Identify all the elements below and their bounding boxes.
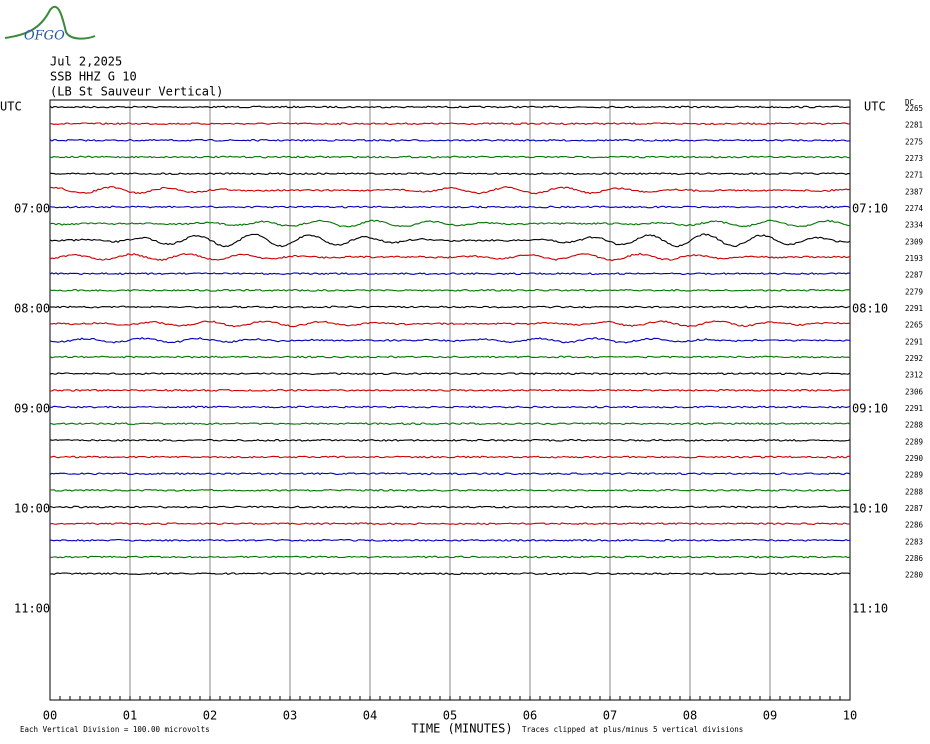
dc-value: 2290 <box>905 454 924 463</box>
station: SSB HHZ G 10 <box>50 70 137 84</box>
left-time: 07:00 <box>14 202 50 216</box>
x-tick-label: 06 <box>523 709 537 723</box>
trace <box>49 372 851 376</box>
left-label: UTC <box>0 100 22 114</box>
dc-value: 2287 <box>905 504 923 513</box>
trace <box>49 455 851 459</box>
trace <box>49 505 851 509</box>
clip-note: Traces clipped at plus/minus 5 vertical … <box>522 725 743 734</box>
dc-value: 2274 <box>905 204 924 213</box>
x-tick-label: 08 <box>683 709 697 723</box>
dc-value: 2288 <box>905 421 924 430</box>
dc-value: 2292 <box>905 354 923 363</box>
trace <box>49 320 850 328</box>
dc-value: 2265 <box>905 104 923 113</box>
x-tick-label: 04 <box>363 709 377 723</box>
dc-value: 2312 <box>905 371 923 380</box>
x-tick-label: 02 <box>203 709 217 723</box>
trace <box>49 205 851 209</box>
right-label: UTC <box>864 100 886 114</box>
trace <box>49 422 851 426</box>
left-time: 10:00 <box>14 502 50 516</box>
x-tick-label: 03 <box>283 709 297 723</box>
trace <box>49 172 851 176</box>
trace <box>49 233 851 248</box>
trace <box>50 555 851 559</box>
trace <box>49 405 851 409</box>
dc-value: 2289 <box>905 437 923 446</box>
dc-value: 2271 <box>905 171 923 180</box>
trace <box>49 288 851 292</box>
trace <box>49 388 851 392</box>
x-tick-label: 09 <box>763 709 777 723</box>
dc-value: 2309 <box>905 237 923 246</box>
dc-value: 2279 <box>905 287 923 296</box>
trace <box>49 252 851 262</box>
dc-value: 2289 <box>905 471 923 480</box>
dc-label: DC <box>905 98 914 107</box>
dc-value: 2283 <box>905 537 923 546</box>
trace <box>49 105 851 109</box>
dc-value: 2306 <box>905 387 924 396</box>
dc-value: 2334 <box>905 221 924 230</box>
trace <box>49 472 851 476</box>
left-time: 09:00 <box>14 402 50 416</box>
trace <box>49 155 851 159</box>
trace <box>49 219 851 228</box>
dc-value: 2291 <box>905 404 923 413</box>
date: Jul 2,2025 <box>50 55 122 69</box>
dc-value: 2281 <box>905 121 923 130</box>
right-time: 07:10 <box>852 202 888 216</box>
trace <box>49 138 851 142</box>
x-tick-label: 07 <box>603 709 617 723</box>
dc-value: 2286 <box>905 554 924 563</box>
trace <box>49 438 851 442</box>
dc-value: 2387 <box>905 187 923 196</box>
right-time: 08:10 <box>852 302 888 316</box>
right-time: 09:10 <box>852 402 888 416</box>
dc-value: 2288 <box>905 487 924 496</box>
dc-value: 2286 <box>905 521 924 530</box>
right-time: 10:10 <box>852 502 888 516</box>
logo: OFGO <box>24 29 65 44</box>
x-tick-label: 00 <box>43 709 57 723</box>
trace <box>49 522 851 526</box>
dc-value: 2291 <box>905 337 923 346</box>
trace <box>49 305 851 309</box>
trace <box>49 488 851 492</box>
logo-curve <box>4 5 96 40</box>
axis-title: TIME (MINUTES) <box>411 722 512 736</box>
trace <box>49 272 851 276</box>
x-tick-label: 05 <box>443 709 457 723</box>
location: (LB St Sauveur Vertical) <box>50 85 223 99</box>
trace <box>49 355 851 359</box>
dc-value: 2275 <box>905 137 923 146</box>
x-tick-label: 01 <box>123 709 137 723</box>
division-note: Each Vertical Division = 100.00 microvol… <box>20 725 210 734</box>
left-time: 08:00 <box>14 302 50 316</box>
trace <box>49 538 851 542</box>
dc-value: 2265 <box>905 321 923 330</box>
dc-value: 2291 <box>905 304 923 313</box>
trace <box>49 337 851 344</box>
trace <box>49 186 851 195</box>
trace <box>49 572 851 576</box>
dc-value: 2193 <box>905 254 923 263</box>
left-time: 11:00 <box>14 602 50 616</box>
dc-value: 2273 <box>905 154 923 163</box>
right-time: 11:10 <box>852 602 888 616</box>
dc-value: 2280 <box>905 571 924 580</box>
trace <box>49 122 850 126</box>
dc-value: 2287 <box>905 271 923 280</box>
x-tick-label: 10 <box>843 709 857 723</box>
